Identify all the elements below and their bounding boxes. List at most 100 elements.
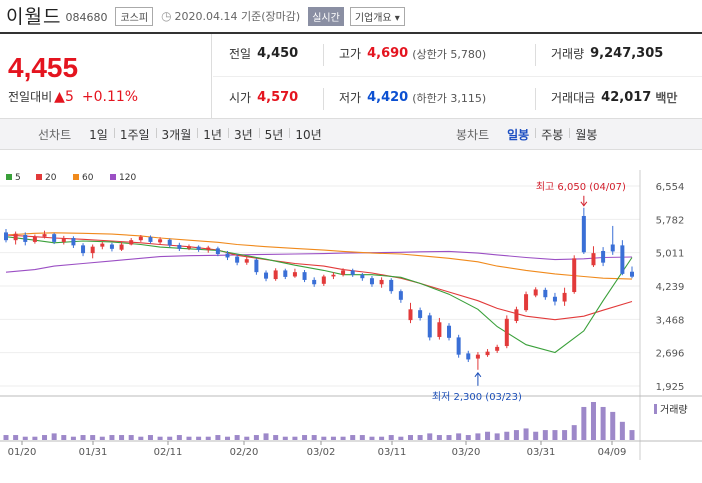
stock-code: 084680 (65, 10, 108, 24)
realtime-button[interactable]: 실시간 (308, 6, 344, 26)
tab-10year[interactable]: 10년 (289, 126, 327, 143)
y-tick-label: 3,468 (656, 315, 685, 326)
stat-amount: 거래대금 42,017 백만 (551, 90, 678, 105)
candle-body (23, 234, 28, 242)
candle-body (32, 236, 37, 242)
candle-body (581, 215, 586, 253)
volume-bar (3, 435, 9, 440)
volume-bar (292, 436, 298, 440)
ma-line (5, 232, 633, 280)
x-tick-label: 02/20 (230, 447, 259, 458)
volume-bar (205, 436, 211, 440)
volume-bar (128, 435, 134, 440)
ma-line (5, 236, 633, 354)
tab-1year[interactable]: 1년 (197, 126, 228, 143)
stat-separator (323, 44, 324, 66)
candle-body (292, 272, 297, 277)
chart-tabbar: 선차트 1일 1주일 3개월 1년 3년 5년 10년 봉차트 일봉 주봉 월봉 (0, 118, 702, 150)
volume-bar (311, 435, 317, 440)
x-tick-label: 03/02 (307, 447, 336, 458)
candle-body (61, 238, 66, 242)
tab-3year[interactable]: 3년 (227, 126, 259, 143)
stat-separator (535, 44, 536, 66)
candle-body (177, 244, 182, 249)
y-tick-label: 1,925 (656, 382, 685, 393)
current-price: 4,455 (8, 52, 79, 83)
y-tick-label: 5,782 (656, 215, 685, 226)
candle-body (524, 294, 529, 311)
y-tick-label: 6,554 (656, 182, 685, 193)
candle-body (533, 289, 538, 296)
candle-body (350, 270, 355, 275)
volume-bar (610, 411, 616, 440)
stock-chart[interactable]: 5 20 60 120 6,554 5,782 5,011 4,239 3,468 2,696 1… (0, 150, 702, 483)
x-tick-label: 03/20 (452, 447, 481, 458)
volume-bar (13, 435, 19, 440)
volume-bar (600, 406, 606, 440)
candle-body (100, 243, 105, 247)
x-axis-ticks: 01/20 01/31 02/11 02/20 03/02 03/11 03/20 03/31… (8, 441, 626, 458)
candle-body (186, 246, 191, 249)
candle-body (620, 245, 625, 274)
tab-1week[interactable]: 1주일 (113, 126, 156, 143)
candle-chart-label: 봉차트 (456, 127, 490, 142)
volume-bar (80, 435, 86, 440)
ma-line (5, 234, 633, 321)
tab-1day[interactable]: 1일 (89, 127, 108, 142)
change-percent: +0.11% (81, 88, 139, 105)
candle-body (360, 274, 365, 279)
volume-bar (167, 436, 173, 440)
x-tick-label: 01/20 (8, 447, 37, 458)
tab-daily[interactable]: 일봉 (507, 127, 530, 142)
candle-body (42, 234, 47, 237)
x-tick-label: 02/11 (154, 447, 183, 458)
volume-bar (359, 435, 365, 440)
candle-body (215, 248, 220, 255)
tab-3month[interactable]: 3개월 (155, 126, 198, 143)
tab-weekly[interactable]: 주봉 (535, 126, 569, 143)
low-annotation: 최저 2,300 (03/23) (432, 391, 522, 403)
volume-bar (234, 435, 240, 440)
candle-body (514, 309, 519, 321)
candle-body (610, 244, 615, 252)
candle-body (225, 253, 230, 258)
candle-body (235, 256, 240, 263)
change-label: 전일대비 (8, 90, 53, 104)
volume-bar (523, 428, 529, 440)
candle-body (119, 244, 124, 250)
legend-label: 60 (82, 173, 94, 183)
stat-open: 시가 4,570 (229, 90, 299, 105)
stat-separator (323, 88, 324, 110)
price-change: 전일대비 ▲5 +0.11% (8, 88, 138, 105)
candle-body (552, 296, 557, 302)
candle-body (475, 354, 480, 359)
candle-body (466, 353, 471, 360)
x-tick-label: 01/31 (79, 447, 108, 458)
candle-body (427, 315, 432, 338)
candle-body (572, 258, 577, 293)
volume-bar (196, 436, 202, 440)
candle-body (4, 232, 8, 241)
candle-body (398, 291, 403, 300)
volume-bar (427, 433, 433, 440)
legend-label: 5 (15, 173, 21, 183)
volume-bar (70, 436, 76, 440)
tab-5year[interactable]: 5년 (258, 126, 290, 143)
candle-body (148, 237, 153, 242)
moving-average-lines (5, 232, 633, 354)
volume-bar (552, 430, 558, 440)
legend-swatch (36, 174, 42, 180)
legend-label: 20 (45, 173, 57, 183)
volume-bar (253, 435, 259, 440)
stat-low: 저가 4,420 (하한가 3,115) (339, 90, 487, 105)
candle-body (52, 234, 57, 242)
company-info-dropdown[interactable]: 기업개요 ▾ (349, 6, 405, 26)
y-tick-label: 4,239 (656, 282, 685, 293)
high-annotation: 최고 6,050 (04/07) (536, 181, 626, 193)
candle-body (630, 271, 634, 277)
candle-body (206, 247, 211, 251)
tab-monthly[interactable]: 월봉 (569, 126, 603, 143)
volume-bar (465, 435, 471, 440)
candle-body (437, 322, 442, 337)
ma-line (5, 250, 633, 273)
